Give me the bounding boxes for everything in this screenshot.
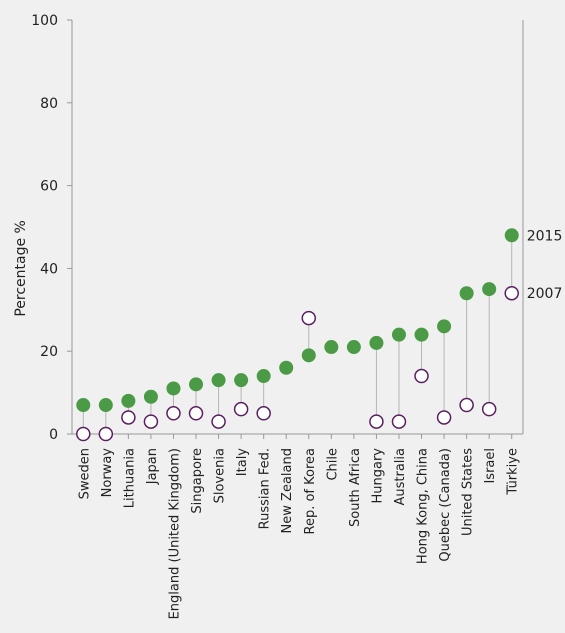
point-2015-japan xyxy=(143,389,158,404)
y-tick-label-80: 80 xyxy=(40,96,58,112)
point-2015-australia xyxy=(391,327,406,342)
x-tick-label-italy: Italy xyxy=(235,448,250,477)
x-tick-label-singapore: Singapore xyxy=(190,448,205,514)
x-tick-label-rep-of-korea: Rep. of Korea xyxy=(303,448,318,534)
point-2007-england-united-kingdom xyxy=(166,406,181,421)
point-2015-england-united-kingdom xyxy=(166,381,181,396)
point-2007-israel xyxy=(481,401,497,417)
point-2015-singapore xyxy=(189,377,204,392)
x-tick-label-israel: Israel xyxy=(483,448,498,484)
y-tick-label-40: 40 xyxy=(40,261,58,277)
y-tick-label-0: 0 xyxy=(49,427,58,443)
point-2015-hong-kong-china xyxy=(414,327,429,342)
x-tick-label-united-states: United States xyxy=(461,448,476,536)
point-2015-t-rkiye xyxy=(504,228,519,243)
series-label-2015: 2015 xyxy=(527,228,563,244)
y-axis-label: Percentage % xyxy=(13,220,29,317)
point-2007-japan xyxy=(143,414,159,429)
point-2007-united-states xyxy=(459,397,474,413)
point-2015-lithuania xyxy=(121,393,136,408)
point-2015-united-states xyxy=(459,286,474,301)
x-tick-label-quebec-canada: Quebec (Canada) xyxy=(438,448,453,562)
point-2015-quebec-canada xyxy=(437,319,452,334)
markers xyxy=(76,228,519,442)
x-tick-label-t-rkiye: Türkiye xyxy=(506,448,521,496)
point-2007-slovenia xyxy=(211,414,226,429)
point-2007-lithuania xyxy=(121,410,136,425)
x-tick-label-slovenia: Slovenia xyxy=(213,448,228,503)
x-tick-label-hong-kong-china: Hong Kong, China xyxy=(416,448,431,564)
point-2015-rep-of-korea xyxy=(301,348,316,363)
y-tick-label-20: 20 xyxy=(40,344,58,360)
point-2015-hungary xyxy=(369,335,384,350)
point-2007-rep-of-korea xyxy=(301,310,317,326)
point-2007-italy xyxy=(233,401,249,417)
point-2007-hungary xyxy=(369,414,384,429)
point-2015-new-zealand xyxy=(279,360,294,375)
x-tick-label-lithuania: Lithuania xyxy=(122,448,137,508)
point-2007-australia xyxy=(391,414,407,429)
point-2007-singapore xyxy=(188,406,204,421)
x-tick-label-australia: Australia xyxy=(393,448,408,506)
x-tick-label-norway: Norway xyxy=(100,448,115,498)
point-2015-chile xyxy=(324,340,339,355)
point-2007-quebec-canada xyxy=(436,410,452,425)
axes: 0 20 40 60 80 100 Percentage % xyxy=(13,13,524,443)
point-2007-hong-kong-china xyxy=(414,368,429,384)
point-2007-russian-fed xyxy=(256,406,271,421)
labels: Sweden Norway Lithuania Japan England (Unite… xyxy=(77,228,562,619)
point-2015-south-africa xyxy=(346,340,361,355)
x-tick-label-new-zealand: New Zealand xyxy=(280,448,295,533)
y-tick-label-100: 100 xyxy=(31,13,58,29)
point-2007-norway xyxy=(98,426,114,442)
y-tick-label-60: 60 xyxy=(40,179,58,195)
x-tick-label-sweden: Sweden xyxy=(77,448,92,499)
point-2007-sweden xyxy=(76,426,91,442)
x-tick-label-russian-fed: Russian Fed. xyxy=(258,448,273,529)
point-2007-t-rkiye xyxy=(504,285,519,301)
x-tick-label-south-africa: South Africa xyxy=(348,448,363,527)
point-2015-slovenia xyxy=(211,373,226,388)
x-tick-label-chile: Chile xyxy=(325,448,340,481)
x-tick-label-england-united-kingdom: England (United Kingdom) xyxy=(167,448,182,619)
point-2015-russian-fed xyxy=(256,369,271,384)
point-2015-israel xyxy=(482,282,497,297)
series-label-2007: 2007 xyxy=(527,286,563,302)
connectors xyxy=(82,235,513,434)
point-2015-norway xyxy=(98,398,113,413)
x-tick-label-hungary: Hungary xyxy=(370,448,385,504)
point-2015-italy xyxy=(234,373,249,388)
x-tick-label-japan: Japan xyxy=(145,448,160,485)
point-2015-sweden xyxy=(76,398,91,413)
